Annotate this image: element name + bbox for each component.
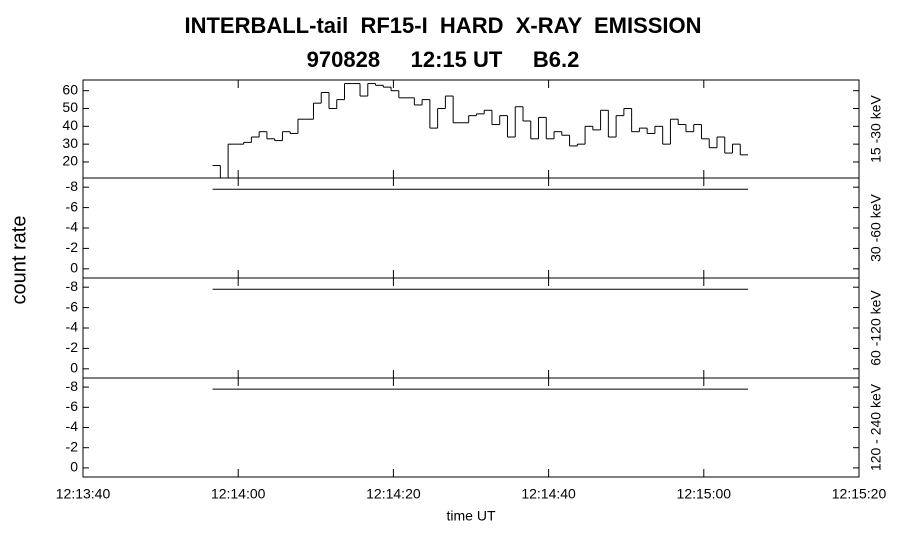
y-tick-label: -4 [66, 418, 79, 434]
y-tick-label: -8 [66, 178, 79, 194]
y-tick-label: -8 [66, 378, 79, 394]
x-tick-label: 12:14:20 [366, 486, 421, 502]
y-tick-label: -6 [66, 198, 79, 214]
y-tick-label: -4 [66, 219, 79, 235]
y-tick-label: 50 [62, 99, 78, 115]
panel-frame [82, 277, 860, 379]
y-tick-label: 0 [70, 260, 78, 276]
y-tick-label: 40 [62, 117, 78, 133]
x-tick-label: 12:13:40 [56, 486, 111, 502]
x-tick-label: 12:14:00 [211, 486, 266, 502]
y-tick-label: -6 [66, 398, 79, 414]
y-tick-label: -2 [66, 438, 79, 454]
panel-frame [82, 177, 860, 279]
panel-frame [82, 79, 860, 179]
x-tick-label: 12:14:40 [521, 486, 576, 502]
x-axis-label: time UT [447, 508, 496, 524]
panel-label: 15 -30 keV [868, 94, 884, 162]
y-tick-label: -2 [66, 239, 79, 255]
y-tick-label: -2 [66, 339, 79, 355]
y-tick-label: -6 [66, 298, 79, 314]
panel-frame [82, 377, 860, 478]
panel-label: 60 -120 keV [868, 290, 884, 366]
y-tick-label: -8 [66, 278, 79, 294]
y-tick-label: 30 [62, 135, 78, 151]
y-tick-label: 60 [62, 81, 78, 97]
y-tick-label: -4 [66, 319, 79, 335]
chart-subtitle: 970828 12:15 UT B6.2 [307, 47, 580, 72]
x-tick-label: 12:15:20 [832, 486, 887, 502]
chart-title: INTERBALL-tail RF15-I HARD X-RAY EMISSIO… [184, 13, 701, 38]
y-tick-label: 0 [70, 360, 78, 376]
y-tick-label: 20 [62, 153, 78, 169]
panel-label: 30 -60 keV [868, 193, 884, 261]
panel-label: 120 - 240 keV [868, 383, 884, 471]
y-axis-label: count rate [8, 216, 30, 305]
x-tick-label: 12:15:00 [677, 486, 732, 502]
y-tick-label: 0 [70, 459, 78, 475]
